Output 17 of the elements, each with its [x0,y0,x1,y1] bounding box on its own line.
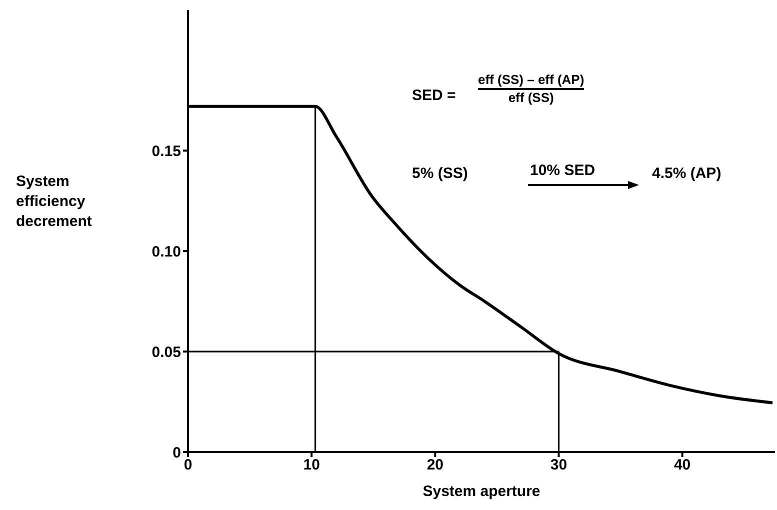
annotation: 5% (SS) [412,165,468,182]
y-tick-label: 0.15 [152,142,181,160]
y-tick-label: 0.10 [152,243,181,260]
x-axis-title: System aperture [422,483,540,500]
y-axis-title: System efficiency decrement [16,172,93,232]
x-tick-label: 10 [303,456,320,474]
annotation: 4.5% (AP) [652,165,722,182]
x-tick-label: 0 [184,456,192,474]
x-tick-label: 30 [550,456,568,474]
annotation: SED = [412,87,456,104]
y-tick-label: 0 [172,444,181,462]
x-tick-label: 40 [674,456,691,474]
annotation: 10% SED [530,162,596,179]
y-tick-label: 0.05 [152,344,181,361]
x-tick-label: 20 [426,456,444,474]
annotation: eff (SS) – eff (AP) [478,72,584,90]
annotation: eff (SS) [508,90,554,105]
